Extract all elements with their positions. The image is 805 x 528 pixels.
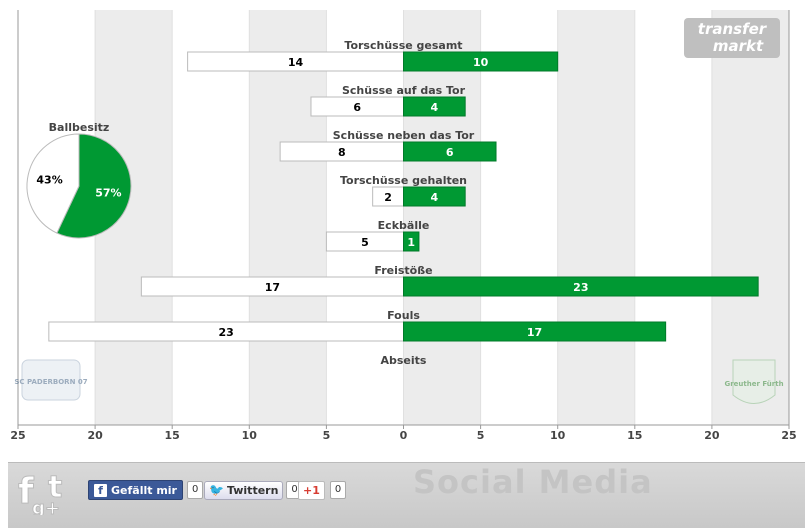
x-tick-label: 25 bbox=[10, 429, 25, 442]
x-tick-label: 20 bbox=[87, 429, 103, 442]
x-tick-label: 15 bbox=[627, 429, 642, 442]
x-tick-label: 5 bbox=[323, 429, 331, 442]
away-value-label: 10 bbox=[473, 56, 489, 69]
x-tick-label: 0 bbox=[400, 429, 408, 442]
away-value-label: 4 bbox=[431, 191, 439, 204]
twitter-group: 🐦 Twittern 0 bbox=[204, 480, 303, 500]
social-media-bar: f t g+ Social Media f Gefällt mir 0 🐦 Tw… bbox=[8, 462, 805, 528]
gplus-count: 0 bbox=[329, 481, 347, 499]
grid-band bbox=[557, 10, 635, 425]
home-value-label: 17 bbox=[265, 281, 280, 294]
away-club-logo: Greuther Fürth bbox=[724, 359, 784, 404]
away-bar bbox=[403, 141, 497, 162]
category-label: Torschüsse gehalten bbox=[340, 174, 467, 187]
google-plus-icon: g+ bbox=[32, 498, 60, 515]
twitter-label: Twittern bbox=[226, 483, 279, 497]
home-value-label: 5 bbox=[361, 236, 369, 249]
facebook-icon: f bbox=[94, 483, 107, 497]
category-label: Fouls bbox=[387, 309, 420, 322]
pie-slice-home bbox=[26, 133, 80, 234]
x-tick-label: 10 bbox=[242, 429, 258, 442]
away-bar bbox=[403, 321, 667, 342]
transfermarkt-logo: transfer markt bbox=[684, 18, 780, 58]
away-club-name: Greuther Fürth bbox=[724, 380, 783, 388]
x-tick-label: 15 bbox=[165, 429, 180, 442]
x-tick-label: 20 bbox=[704, 429, 720, 442]
category-label: Schüsse auf das Tor bbox=[342, 84, 466, 97]
away-value-label: 17 bbox=[527, 326, 542, 339]
gplus-button[interactable]: +1 bbox=[298, 480, 325, 500]
home-value-label: 14 bbox=[288, 56, 304, 69]
gplus-label: +1 bbox=[303, 483, 320, 497]
home-club-name: SC PADERBORN 07 bbox=[14, 378, 87, 386]
match-stats-chart: 25 20 15 10 5 0 5 10 15 20 25 transfer markt SC PA… bbox=[10, 10, 797, 442]
grid-band bbox=[711, 10, 789, 425]
twitter-icon: 🐦 bbox=[209, 483, 224, 497]
home-value-label: 23 bbox=[219, 326, 234, 339]
social-media-logo: f t g+ bbox=[18, 470, 63, 516]
x-tick-label: 10 bbox=[550, 429, 566, 442]
away-bar bbox=[403, 96, 466, 117]
pie-label-away: 57% bbox=[95, 187, 121, 200]
category-label: Abseits bbox=[381, 354, 427, 367]
social-title: Social Media bbox=[413, 463, 653, 501]
grid-band bbox=[480, 10, 558, 425]
facebook-like-button[interactable]: f Gefällt mir bbox=[88, 480, 183, 500]
home-value-label: 8 bbox=[338, 146, 346, 159]
grid-band bbox=[634, 10, 712, 425]
away-value-label: 1 bbox=[407, 236, 415, 249]
x-tick-label: 25 bbox=[781, 429, 796, 442]
facebook-icon: f bbox=[18, 471, 34, 512]
pie-label-home: 43% bbox=[36, 173, 62, 186]
grid-band bbox=[403, 10, 481, 425]
category-label: Schüsse neben das Tor bbox=[333, 129, 475, 142]
away-bar bbox=[403, 51, 559, 72]
facebook-like-group: f Gefällt mir 0 bbox=[88, 480, 204, 500]
facebook-count: 0 bbox=[186, 481, 204, 499]
grid-band bbox=[326, 10, 404, 425]
twitter-button[interactable]: 🐦 Twittern bbox=[204, 480, 284, 500]
category-label: Eckbälle bbox=[378, 219, 430, 232]
away-bar bbox=[403, 231, 420, 252]
pie-slice-away bbox=[56, 133, 132, 239]
logo-text-top: transfer bbox=[698, 20, 768, 38]
gplus-group: +1 0 bbox=[298, 480, 347, 500]
twitter-icon: t bbox=[48, 470, 62, 505]
facebook-label: Gefällt mir bbox=[111, 483, 177, 497]
home-value-label: 2 bbox=[384, 191, 392, 204]
grid-band bbox=[172, 10, 250, 425]
x-tick-label: 5 bbox=[477, 429, 485, 442]
possession-title: Ballbesitz bbox=[49, 121, 110, 134]
home-value-label: 6 bbox=[353, 101, 361, 114]
category-label: Torschüsse gesamt bbox=[344, 39, 462, 52]
home-club-logo: SC PADERBORN 07 bbox=[14, 359, 88, 401]
category-label: Freistöße bbox=[374, 264, 432, 277]
logo-text-bottom: markt bbox=[713, 37, 764, 55]
away-value-label: 23 bbox=[573, 281, 588, 294]
away-value-label: 4 bbox=[431, 101, 439, 114]
possession-pie: Ballbesitz 57% 43% bbox=[26, 121, 132, 239]
away-bar bbox=[403, 186, 466, 207]
away-value-label: 6 bbox=[446, 146, 454, 159]
away-bar bbox=[403, 276, 759, 297]
grid-band bbox=[249, 10, 327, 425]
